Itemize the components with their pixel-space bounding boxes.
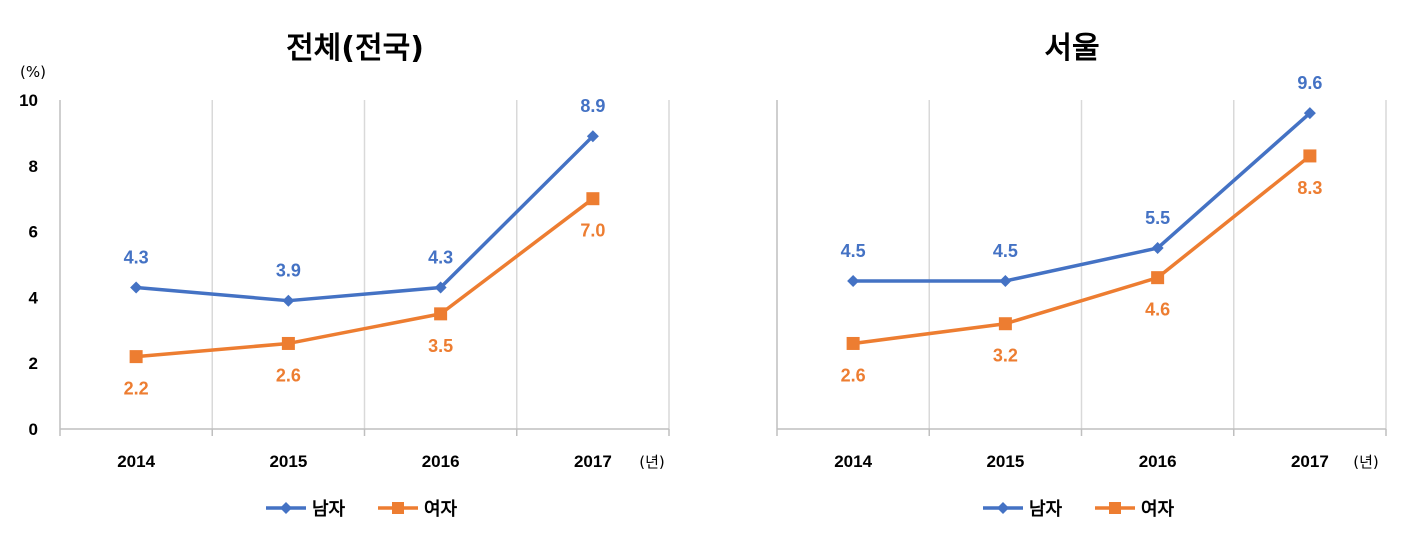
data-point-female [129, 350, 143, 364]
x-tick-label: 2017 [1291, 452, 1329, 471]
data-label: 9.6 [1297, 73, 1322, 93]
legend-label: 여자 [1141, 499, 1175, 520]
legend-square-icon [392, 502, 404, 514]
series-line-male [851, 111, 1312, 283]
data-point-female [586, 192, 600, 206]
data-label: 4.5 [841, 241, 866, 261]
data-point-male [1303, 107, 1316, 120]
data-point-male [1151, 242, 1164, 255]
data-point-female [1151, 271, 1165, 285]
legend: 남자 여자 [983, 499, 1175, 520]
series-line-male [134, 134, 595, 303]
legend-diamond-icon [997, 502, 1009, 514]
data-point-female [846, 336, 860, 350]
x-tick-label: 2016 [422, 452, 460, 471]
y-tick-label: 4 [29, 288, 39, 307]
data-point-male [434, 281, 447, 294]
x-tick-label: 2017 [574, 452, 612, 471]
data-point-male [130, 281, 143, 294]
legend-diamond-icon [280, 502, 292, 514]
data-point-male [282, 294, 295, 307]
chart-title: 서울 [1044, 31, 1099, 66]
data-label: 2.6 [841, 365, 866, 385]
data-point-male [999, 274, 1012, 287]
data-label: 4.3 [428, 248, 453, 268]
data-label: 3.5 [428, 336, 453, 356]
legend-label: 남자 [1029, 499, 1063, 520]
series-line-female [134, 196, 595, 359]
y-tick-label: 10 [19, 91, 38, 110]
data-point-female [434, 307, 448, 321]
legend: 남자 여자 [266, 499, 458, 520]
x-axis-unit: (년) [1353, 453, 1379, 471]
data-label: 2.6 [276, 365, 301, 385]
data-label: 3.2 [993, 346, 1018, 366]
x-tick-label: 2015 [269, 452, 307, 471]
x-tick-label: 2014 [117, 452, 155, 471]
y-axis-unit: (%) [20, 63, 46, 81]
data-label: 4.5 [993, 241, 1018, 261]
chart-panel-seoul: 서울 (년) 2014 2015 2016 2017 4.5 4.5 5.5 9.6 2.6 3.… [776, 31, 1387, 520]
data-point-male [586, 130, 599, 143]
x-axis-unit: (년) [639, 453, 665, 471]
data-point-female [1303, 149, 1317, 163]
legend-label: 남자 [312, 499, 346, 520]
data-label: 8.3 [1297, 178, 1322, 198]
y-tick-label: 0 [29, 420, 38, 439]
data-label: 3.9 [276, 261, 301, 281]
data-label: 4.3 [124, 248, 149, 268]
data-point-male [847, 274, 860, 287]
data-label: 8.9 [580, 96, 605, 116]
x-tick-label: 2014 [834, 452, 872, 471]
series-line-female [851, 154, 1312, 346]
y-tick-label: 2 [29, 354, 38, 373]
data-label: 4.6 [1145, 300, 1170, 320]
x-tick-label: 2015 [986, 452, 1024, 471]
data-label: 2.2 [124, 379, 149, 399]
x-tick-label: 2016 [1139, 452, 1177, 471]
chart-panel-nationwide: 전체(전국) (%) (년) 0 2 4 6 8 10 2014 2015 2016 2017 4.… [19, 31, 670, 520]
data-point-female [281, 336, 295, 350]
y-tick-label: 8 [29, 157, 38, 176]
data-point-female [998, 317, 1012, 331]
legend-square-icon [1109, 502, 1121, 514]
data-label: 7.0 [580, 221, 605, 241]
legend-label: 여자 [424, 499, 458, 520]
data-label: 5.5 [1145, 208, 1170, 228]
chart-title: 전체(전국) [286, 31, 424, 66]
y-tick-label: 6 [29, 223, 38, 242]
